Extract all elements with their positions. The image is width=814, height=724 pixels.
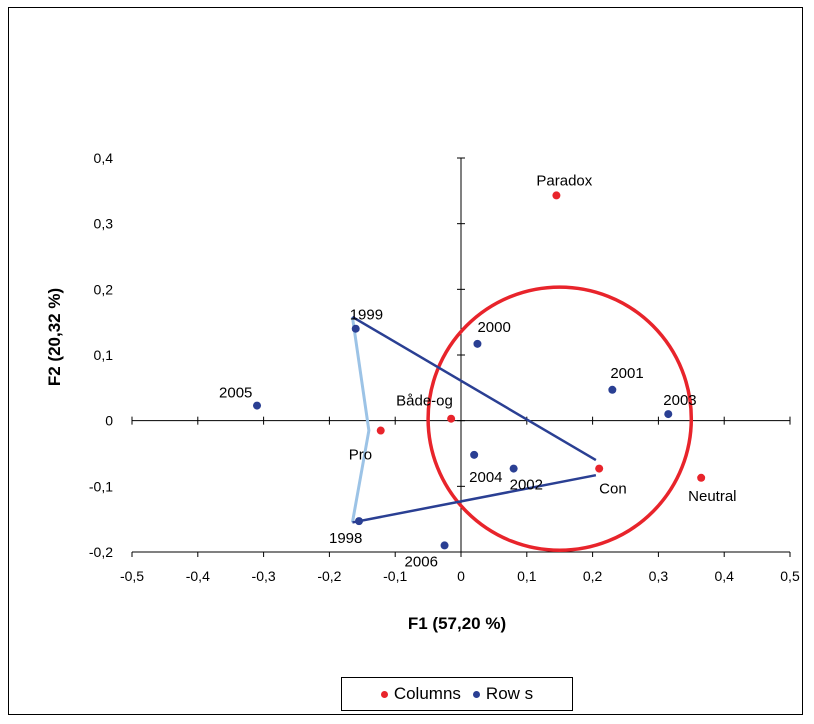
point-label-2001: 2001 — [610, 365, 643, 382]
row-point-2002 — [509, 464, 518, 473]
y-tick-label: 0,3 — [94, 216, 114, 232]
legend-label-columns: Columns — [393, 684, 461, 703]
point-label-1998: 1998 — [329, 530, 362, 547]
row-point-1998 — [355, 517, 364, 526]
x-tick-label: 0 — [457, 568, 465, 584]
point-label-1999: 1999 — [350, 307, 383, 324]
point-label-Både-og: Både-og — [396, 393, 453, 410]
y-tick-label: 0,1 — [94, 347, 114, 363]
x-axis-title: F1 (57,20 %) — [408, 614, 506, 633]
dark-connector-line-1 — [351, 315, 597, 462]
x-tick-label: 0,5 — [780, 568, 800, 584]
point-label-2000: 2000 — [477, 319, 510, 336]
legend-item-rows: Row s — [472, 684, 534, 704]
legend-label-rows: Row s — [485, 684, 534, 703]
row-point-2004 — [470, 450, 479, 459]
x-tick-label: -0,1 — [383, 568, 407, 584]
highlight-circle — [426, 285, 694, 553]
y-tick-label: 0,4 — [94, 150, 114, 166]
x-tick-label: 0,3 — [649, 568, 669, 584]
column-point-Paradox — [552, 191, 561, 200]
dark-connector-line-2 — [352, 473, 597, 524]
point-label-2005: 2005 — [219, 385, 252, 402]
point-label-Paradox: Paradox — [536, 172, 592, 189]
point-label-2003: 2003 — [663, 392, 696, 409]
row-point-2005 — [253, 401, 262, 410]
x-tick-label: -0,2 — [317, 568, 341, 584]
column-point-Neutral — [697, 473, 706, 482]
legend-marker-columns — [380, 690, 388, 698]
x-tick-label: -0,5 — [120, 568, 144, 584]
point-label-2004: 2004 — [469, 469, 502, 486]
y-tick-label: -0,1 — [89, 478, 113, 494]
legend-item-columns: Columns — [380, 684, 461, 704]
y-tick-label: 0,2 — [94, 281, 114, 297]
chart-frame — [8, 7, 803, 715]
row-point-1999 — [351, 324, 360, 333]
column-point-Både-og — [447, 414, 456, 423]
x-tick-label: -0,3 — [252, 568, 276, 584]
row-point-2003 — [664, 410, 673, 419]
y-tick-label: -0,2 — [89, 544, 113, 560]
row-point-2001 — [608, 385, 617, 394]
y-tick-label: 0 — [105, 413, 113, 429]
x-tick-label: 0,1 — [517, 568, 537, 584]
x-tick-label: 0,2 — [583, 568, 603, 584]
column-point-Con — [595, 464, 604, 473]
legend-marker-rows — [472, 690, 480, 698]
column-point-Pro — [376, 426, 385, 435]
point-label-Neutral: Neutral — [688, 488, 736, 505]
point-label-Pro: Pro — [349, 447, 372, 464]
legend: Columns Row s — [341, 677, 573, 711]
point-label-2002: 2002 — [510, 477, 543, 494]
row-point-2000 — [473, 339, 482, 348]
x-tick-label: -0,4 — [186, 568, 210, 584]
x-tick-label: 0,4 — [714, 568, 734, 584]
y-axis-title: F2 (20,32 %) — [45, 288, 64, 386]
row-point-2006 — [440, 541, 449, 550]
point-label-2006: 2006 — [405, 553, 438, 570]
point-label-Con: Con — [599, 481, 627, 498]
light-connector-line — [350, 316, 371, 523]
